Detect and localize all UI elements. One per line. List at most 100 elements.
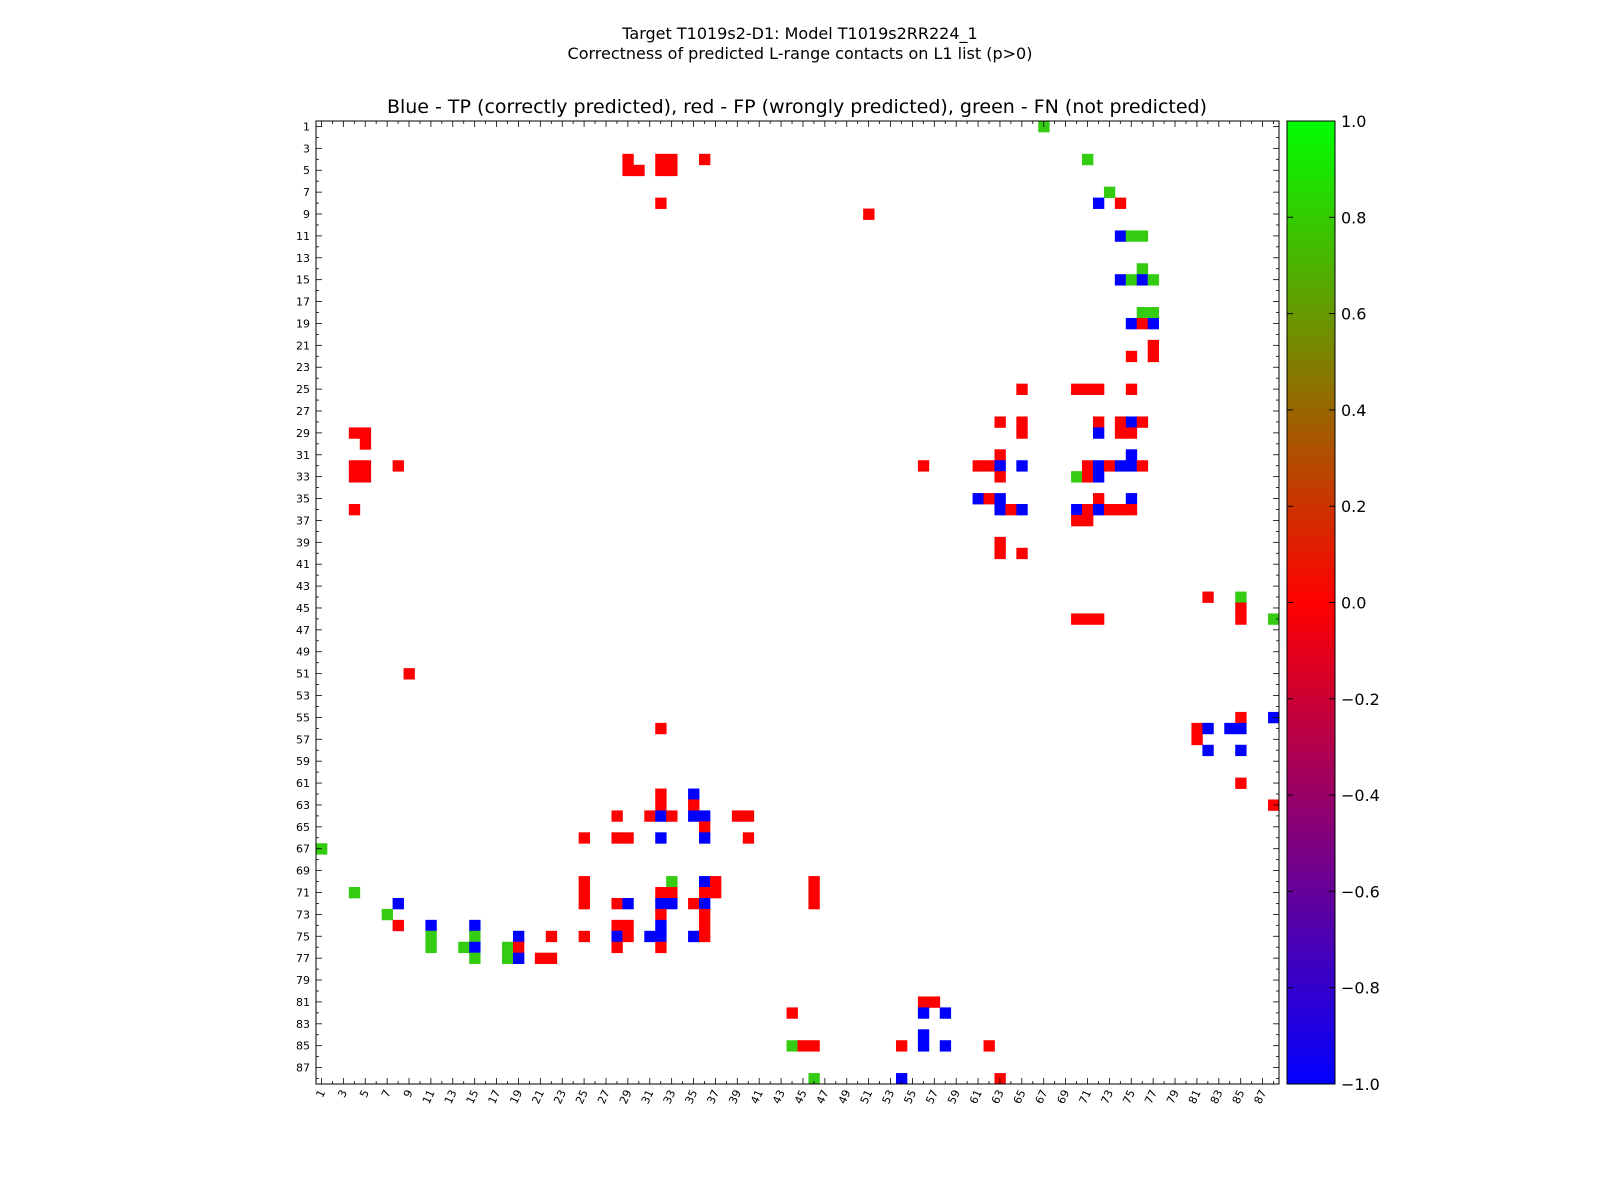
- contact-cell-fp: [655, 164, 667, 177]
- contact-cell-fp: [928, 996, 941, 1008]
- y-tick-label: 7: [303, 186, 310, 199]
- contact-cell-fp: [1191, 722, 1203, 735]
- contact-cell-fp: [1125, 504, 1138, 516]
- y-tick-label: 39: [296, 536, 310, 549]
- contact-cell-fp: [808, 1040, 820, 1052]
- contact-cell-fp: [699, 919, 711, 932]
- contact-cell-tp: [699, 897, 711, 910]
- contact-cell-fp: [359, 427, 372, 439]
- x-tick-label: 41: [748, 1088, 766, 1106]
- contact-cell-fp: [1147, 339, 1160, 352]
- contact-cell-tp: [1092, 471, 1105, 483]
- contact-cell-fp: [994, 416, 1006, 428]
- x-tick-label: 47: [814, 1088, 832, 1106]
- contact-cell-fp: [1125, 383, 1138, 395]
- contact-cell-fp: [1092, 416, 1105, 428]
- contact-cell-fp: [1082, 383, 1094, 395]
- y-tick-label: 9: [303, 208, 310, 221]
- contact-cell-tp: [666, 897, 678, 910]
- contact-cell-fn: [502, 941, 514, 954]
- contact-cell-fp: [1114, 504, 1127, 516]
- colorbar-tick-label: −0.8: [1341, 979, 1380, 998]
- x-tick-label: 63: [989, 1088, 1007, 1106]
- contact-cell-fn: [1136, 263, 1149, 275]
- x-tick-label: 73: [1098, 1088, 1116, 1106]
- contact-cell-tp: [1071, 504, 1083, 516]
- contact-cell-fn: [666, 876, 678, 888]
- chart-subtitle: Blue - TP (correctly predicted), red - F…: [387, 96, 1207, 118]
- x-tick-label: 19: [507, 1088, 525, 1106]
- x-tick-label: 61: [967, 1088, 985, 1106]
- contact-cell-fp: [1136, 317, 1149, 330]
- y-tick-label: 29: [296, 427, 310, 440]
- contact-cell-fp: [578, 897, 590, 910]
- x-tick-label: 69: [1055, 1088, 1073, 1106]
- y-tick-label: 35: [296, 493, 310, 506]
- contact-cell-fn: [1103, 186, 1116, 198]
- contact-cell-fp: [808, 876, 820, 888]
- contact-cell-fn: [348, 887, 361, 899]
- contact-cell-fp: [1125, 427, 1138, 439]
- contact-cell-fp: [688, 897, 700, 910]
- y-tick-label: 85: [296, 1040, 310, 1053]
- plot-frame: [315, 120, 1280, 1085]
- contact-cell-fp: [1191, 733, 1203, 746]
- contact-cell-fp: [1082, 613, 1094, 625]
- contact-cell-fp: [786, 1007, 798, 1019]
- y-tick-label: 15: [296, 274, 310, 287]
- contact-cell-fp: [348, 460, 361, 472]
- contact-cell-fp: [699, 887, 711, 899]
- contact-cell-fp: [983, 493, 995, 505]
- x-tick-label: 17: [486, 1088, 504, 1106]
- contact-cell-fp: [622, 832, 634, 844]
- contact-cell-fp: [1136, 416, 1149, 428]
- contact-cell-fp: [578, 876, 590, 888]
- contact-cell-fp: [578, 930, 590, 943]
- contact-cell-fp: [359, 460, 372, 472]
- contact-cell-fp: [1082, 471, 1094, 483]
- colorbar-tick-label: −0.4: [1341, 786, 1380, 805]
- contact-cell-tp: [917, 1040, 930, 1052]
- x-tick-label: 33: [661, 1088, 679, 1106]
- contact-cell-fp: [895, 1040, 908, 1052]
- y-tick-label: 83: [296, 1018, 310, 1031]
- contact-cell-fp: [994, 471, 1006, 483]
- contact-cell-fp: [512, 941, 525, 954]
- contact-cell-fp: [1092, 383, 1105, 395]
- contact-cell-tp: [1125, 416, 1138, 428]
- contact-cell-tp: [699, 810, 711, 822]
- x-tick-label: 45: [792, 1088, 810, 1106]
- contact-cell-fp: [545, 952, 558, 965]
- contact-cell-tp: [655, 832, 667, 844]
- x-tick-label: 65: [1011, 1088, 1029, 1106]
- contact-cell-tp: [1092, 197, 1105, 209]
- y-tick-label: 77: [296, 952, 310, 965]
- contact-cell-fp: [666, 810, 678, 822]
- contact-cell-tp: [1016, 504, 1028, 516]
- y-tick-label: 43: [296, 580, 310, 593]
- contact-cell-fp: [1114, 416, 1127, 428]
- x-tick-label: 55: [901, 1088, 919, 1106]
- contact-cell-fn: [1136, 230, 1149, 242]
- contact-cell-tp: [917, 1029, 930, 1041]
- contact-cell-fp: [709, 887, 722, 899]
- y-tick-label: 49: [296, 646, 310, 659]
- colorbar-tick-label: 0.4: [1341, 401, 1366, 420]
- contact-cell-fp: [348, 504, 361, 516]
- contact-cell-fp: [655, 799, 667, 811]
- y-tick-label: 59: [296, 755, 310, 768]
- contact-cell-fp: [1202, 591, 1214, 603]
- contact-cell-fp: [1103, 460, 1116, 472]
- y-tick-label: 41: [296, 558, 310, 571]
- x-tick-label: 85: [1230, 1088, 1248, 1106]
- colorbar-ticks: 1.0 0.8 0.6 0.4 0.2 0.0 −0.2 −0.4 −0.6 −0.8 −1.0: [1287, 112, 1380, 1094]
- contact-cell-fp: [348, 471, 361, 483]
- x-tick-label: 5: [357, 1088, 372, 1100]
- contact-cell-tp: [512, 952, 525, 965]
- contact-cell-tp: [1125, 449, 1138, 461]
- contact-cell-tp: [1136, 274, 1149, 286]
- contact-cell-fn: [469, 952, 481, 965]
- x-tick-label: 57: [923, 1088, 941, 1106]
- contact-cell-fp: [655, 722, 667, 735]
- contact-cell-tp: [1125, 460, 1138, 472]
